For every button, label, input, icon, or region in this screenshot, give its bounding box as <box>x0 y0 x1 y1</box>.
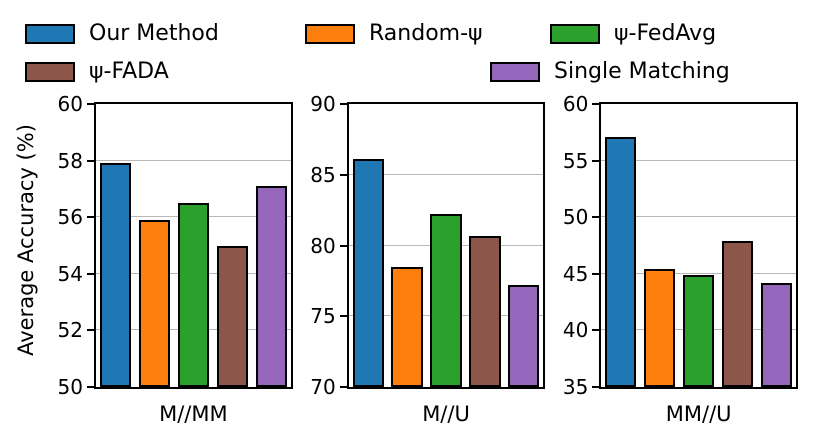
plots-row: 50 52 54 56 58 60 M//MM 70 75 80 85 90 M//U 35 40 4… <box>42 94 800 429</box>
y-tick-mark <box>339 103 347 105</box>
bar-random <box>391 266 423 387</box>
legend-item-psi-fedavg: ψ-FedAvg <box>550 20 716 48</box>
x-axis-label: MM//U <box>665 401 732 426</box>
legend-label: ψ-FADA <box>89 59 169 84</box>
gridline <box>601 159 797 161</box>
y-tick-label: 56 <box>57 205 83 230</box>
y-tick-mark <box>592 386 600 388</box>
y-tick-mark <box>592 103 600 105</box>
legend-item-single-matching: Single Matching <box>490 58 730 86</box>
y-tick-mark <box>339 173 347 176</box>
legend-label: Random-ψ <box>369 21 483 46</box>
y-tick-mark <box>87 103 94 105</box>
x-axis-label: M//U <box>422 401 470 426</box>
bar-random <box>138 220 170 387</box>
y-tick-label: 35 <box>562 375 589 399</box>
plot-area-m-mm: 50 52 54 56 58 60 <box>58 94 293 397</box>
bar-single-matching <box>508 285 540 387</box>
subplot-m-u: 70 75 80 85 90 M//U <box>295 94 548 429</box>
y-tick-mark <box>87 216 94 219</box>
subplot-m-mm: 50 52 54 56 58 60 M//MM <box>42 94 295 429</box>
legend-label: Our Method <box>89 21 219 46</box>
y-tick-mark <box>87 329 94 332</box>
y-tick-label: 55 <box>562 148 589 173</box>
y-tick-mark <box>592 329 600 332</box>
bar-fada <box>722 240 754 387</box>
legend-swatch-psi-fada <box>25 62 75 82</box>
legend-swatch-random-psi <box>305 24 355 44</box>
y-tick-mark <box>592 216 600 219</box>
y-tick-label: 50 <box>57 375 83 399</box>
y-tick-label: 85 <box>310 162 336 187</box>
y-tick-mark <box>339 386 347 388</box>
bar-single-matching <box>255 186 287 387</box>
legend-swatch-single-matching <box>490 62 540 82</box>
y-tick-mark <box>87 272 94 275</box>
legend-item-our-method: Our Method <box>25 20 219 48</box>
bar-our-method <box>605 136 637 387</box>
legend-item-random-psi: Random-ψ <box>305 20 483 48</box>
bar-fedavg <box>177 203 209 387</box>
legend-item-psi-fada: ψ-FADA <box>25 58 169 86</box>
gridline <box>601 216 797 218</box>
y-tick-mark <box>87 386 94 388</box>
y-axis-label: Average Accuracy (%) <box>14 124 38 356</box>
y-tick-mark <box>87 159 94 162</box>
y-tick-mark <box>339 244 347 247</box>
y-tick-label: 54 <box>57 261 83 286</box>
plot-area-mm-u: 35 40 45 50 55 60 <box>563 94 799 397</box>
y-tick-label: 75 <box>310 304 336 329</box>
y-tick-label: 50 <box>562 205 589 230</box>
bar-fedavg <box>683 274 715 387</box>
y-tick-label: 52 <box>57 318 83 343</box>
legend: Our Method Random-ψ ψ-FedAvg ψ-FADA Sing… <box>0 0 814 98</box>
y-tick-label: 60 <box>562 92 589 116</box>
bar-random <box>644 269 676 387</box>
y-tick-label: 90 <box>310 92 336 116</box>
legend-label: ψ-FedAvg <box>614 21 717 46</box>
y-tick-label: 70 <box>310 375 336 399</box>
bar-our-method <box>99 163 132 387</box>
y-tick-label: 80 <box>310 233 336 258</box>
x-axis-label: M//MM <box>159 401 228 426</box>
gridline <box>348 173 544 175</box>
subplot-mm-u: 35 40 45 50 55 60 MM//U <box>547 94 800 429</box>
bar-fedavg <box>430 214 462 387</box>
y-tick-mark <box>592 159 600 162</box>
y-tick-mark <box>592 272 600 275</box>
gridline <box>96 159 291 161</box>
y-tick-label: 40 <box>562 318 589 343</box>
y-tick-label: 60 <box>57 92 83 116</box>
legend-swatch-our-method <box>25 24 75 44</box>
bar-fada <box>216 245 248 387</box>
gridline <box>601 272 797 274</box>
y-tick-label: 58 <box>57 148 83 173</box>
bar-our-method <box>352 159 384 387</box>
y-tick-label: 45 <box>562 261 589 286</box>
legend-swatch-psi-fedavg <box>550 24 600 44</box>
bar-single-matching <box>760 282 793 387</box>
bar-fada <box>469 235 501 387</box>
y-tick-mark <box>339 315 347 318</box>
plot-area-m-u: 70 75 80 85 90 <box>310 94 546 397</box>
legend-label: Single Matching <box>554 59 730 84</box>
